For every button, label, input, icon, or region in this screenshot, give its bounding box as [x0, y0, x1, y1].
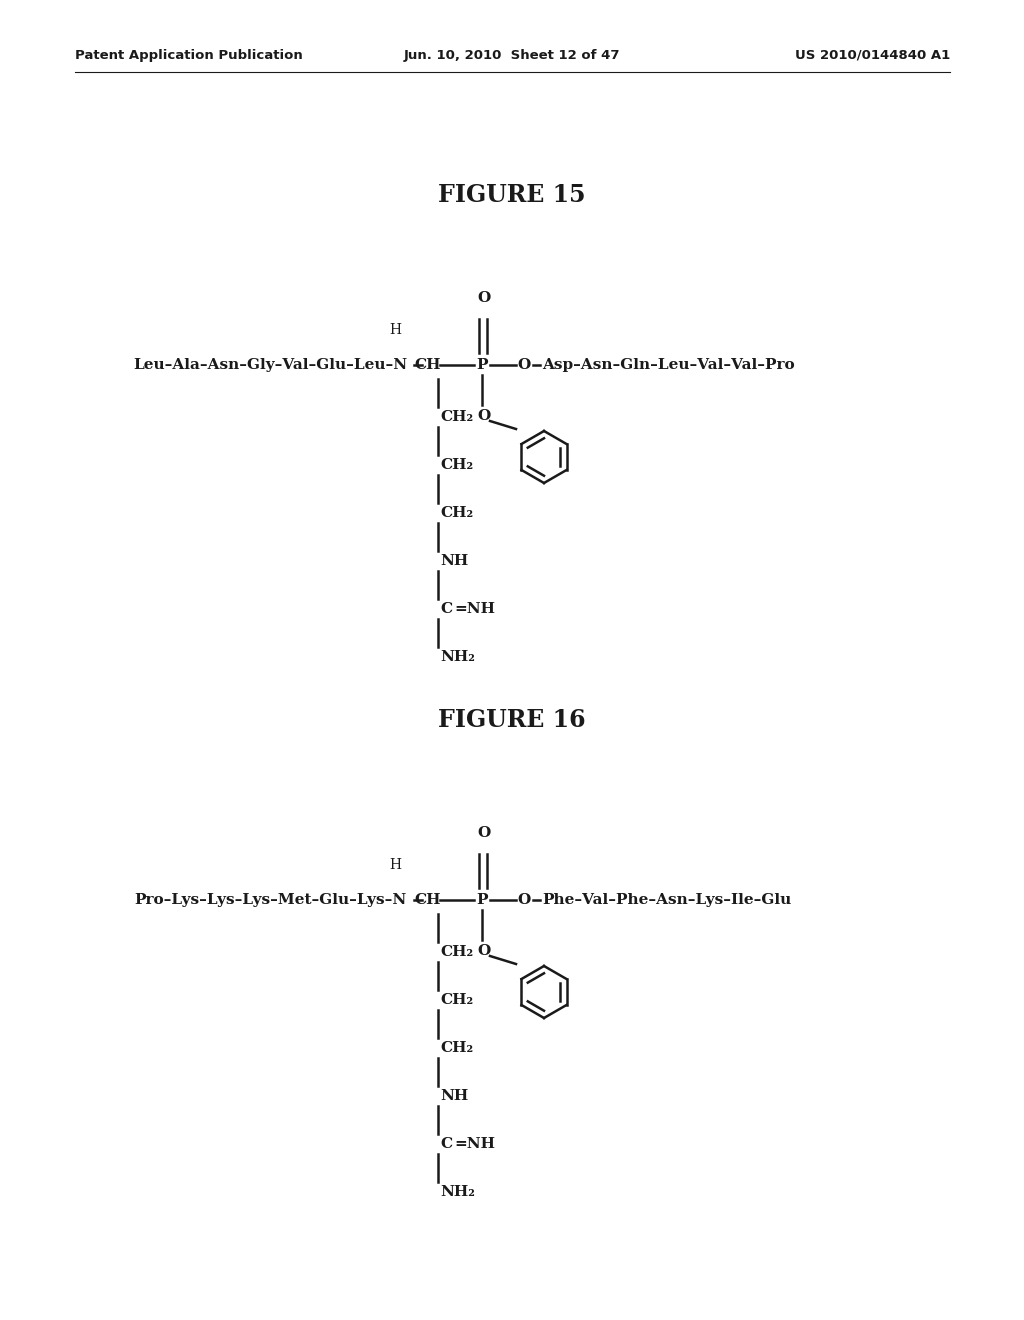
Text: NH: NH [440, 1089, 468, 1104]
Text: O: O [477, 944, 490, 958]
Text: Phe–Val–Phe–Asn–Lys–Ile–Glu: Phe–Val–Phe–Asn–Lys–Ile–Glu [542, 894, 792, 907]
Text: Pro–Lys–Lys–Lys–Met–Glu–Lys–N: Pro–Lys–Lys–Lys–Met–Glu–Lys–N [135, 894, 407, 907]
Text: NH₂: NH₂ [440, 1185, 475, 1199]
Text: CH₂: CH₂ [440, 458, 473, 473]
Text: Asp–Asn–Gln–Leu–Val–Val–Pro: Asp–Asn–Gln–Leu–Val–Val–Pro [542, 358, 795, 372]
Text: H: H [389, 858, 401, 873]
Text: O: O [517, 894, 530, 907]
Text: CH: CH [415, 358, 441, 372]
Text: =NH: =NH [454, 1137, 495, 1151]
Text: O: O [477, 290, 490, 305]
Text: CH: CH [415, 894, 441, 907]
Text: H: H [389, 323, 401, 337]
Text: NH: NH [440, 554, 468, 568]
Text: NH₂: NH₂ [440, 649, 475, 664]
Text: US 2010/0144840 A1: US 2010/0144840 A1 [795, 49, 950, 62]
Text: CH₂: CH₂ [440, 411, 473, 424]
Text: O: O [477, 826, 490, 840]
Text: FIGURE 15: FIGURE 15 [438, 183, 586, 207]
Text: CH₂: CH₂ [440, 506, 473, 520]
Text: O: O [477, 409, 490, 422]
Text: C: C [440, 602, 453, 616]
Text: CH₂: CH₂ [440, 945, 473, 960]
Text: Patent Application Publication: Patent Application Publication [75, 49, 303, 62]
Text: Leu–Ala–Asn–Gly–Val–Glu–Leu–N: Leu–Ala–Asn–Gly–Val–Glu–Leu–N [133, 358, 407, 372]
Text: =NH: =NH [454, 602, 495, 616]
Text: P: P [476, 894, 487, 907]
Text: CH₂: CH₂ [440, 1041, 473, 1055]
Text: P: P [476, 358, 487, 372]
Text: Jun. 10, 2010  Sheet 12 of 47: Jun. 10, 2010 Sheet 12 of 47 [403, 49, 621, 62]
Text: CH₂: CH₂ [440, 993, 473, 1007]
Text: O: O [517, 358, 530, 372]
Text: C: C [440, 1137, 453, 1151]
Text: FIGURE 16: FIGURE 16 [438, 708, 586, 733]
